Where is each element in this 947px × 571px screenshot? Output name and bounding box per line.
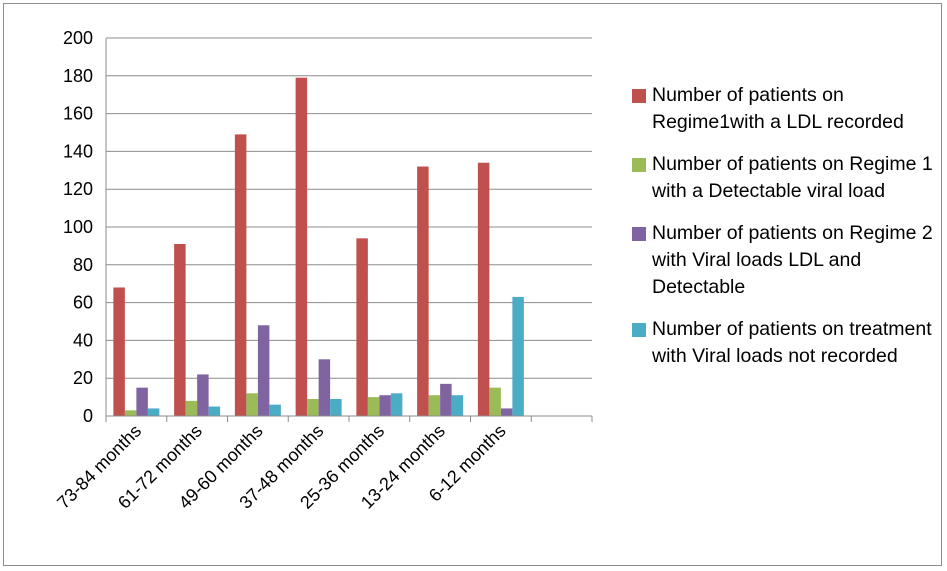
bar-series-1-7 bbox=[477, 162, 490, 416]
bar-series-2-2 bbox=[185, 400, 198, 416]
legend-label-series-1: Number of patients on Regime1with a LDL … bbox=[652, 84, 904, 133]
bar-series-2-4 bbox=[307, 398, 319, 416]
chart-legend: Number of patients on Regime1with a LDL … bbox=[632, 82, 937, 385]
legend-swatch-series-4 bbox=[632, 323, 646, 337]
bar-series-1-6 bbox=[417, 166, 429, 416]
y-tick-label: 200 bbox=[63, 28, 93, 48]
bar-series-2-5 bbox=[367, 397, 380, 416]
legend-swatch-series-1 bbox=[632, 89, 646, 103]
y-tick-label: 120 bbox=[63, 179, 93, 199]
bar-series-4-2 bbox=[208, 406, 221, 416]
y-tick-label: 160 bbox=[63, 104, 93, 124]
bar-series-4-6 bbox=[451, 395, 464, 416]
bar-series-4-7 bbox=[512, 296, 524, 416]
bar-series-2-3 bbox=[246, 393, 258, 416]
bar-series-1-1 bbox=[113, 287, 125, 416]
chart-frame bbox=[3, 3, 942, 566]
legend-item-series-2: Number of patients on Regime 1 with a De… bbox=[632, 151, 937, 205]
bar-series-2-7 bbox=[489, 387, 501, 416]
legend-item-series-1: Number of patients on Regime1with a LDL … bbox=[632, 82, 937, 136]
legend-swatch-series-3 bbox=[632, 227, 646, 241]
bar-series-3-2 bbox=[197, 374, 209, 416]
bar-series-3-3 bbox=[257, 325, 270, 416]
bar-series-3-1 bbox=[136, 387, 148, 416]
bar-series-1-3 bbox=[234, 134, 247, 416]
y-tick-label: 80 bbox=[73, 255, 93, 275]
y-tick-label: 20 bbox=[73, 368, 93, 388]
bar-series-1-2 bbox=[174, 244, 186, 416]
bar-series-2-1 bbox=[124, 410, 137, 416]
bar-series-2-6 bbox=[428, 395, 441, 416]
y-tick-label: 60 bbox=[73, 293, 93, 313]
y-tick-label: 180 bbox=[63, 66, 93, 86]
bar-series-4-4 bbox=[330, 398, 342, 416]
y-tick-label: 0 bbox=[83, 406, 93, 426]
bar-series-3-7 bbox=[500, 408, 513, 416]
bar-series-4-1 bbox=[147, 408, 160, 416]
bar-series-3-4 bbox=[318, 359, 331, 416]
y-tick-label: 100 bbox=[63, 217, 93, 237]
legend-label-series-3: Number of patients on Regime 2 with Vira… bbox=[652, 222, 933, 298]
bar-series-1-4 bbox=[295, 77, 308, 416]
legend-label-series-4: Number of patients on treatment with Vir… bbox=[652, 318, 932, 367]
legend-label-series-2: Number of patients on Regime 1 with a De… bbox=[652, 153, 933, 202]
bar-series-3-6 bbox=[440, 383, 452, 416]
y-tick-label: 140 bbox=[63, 141, 93, 161]
y-tick-label: 40 bbox=[73, 330, 93, 350]
bar-series-4-3 bbox=[269, 404, 281, 416]
bar-series-3-5 bbox=[379, 395, 391, 416]
legend-swatch-series-2 bbox=[632, 158, 646, 172]
bar-series-1-5 bbox=[356, 238, 368, 416]
bar-series-4-5 bbox=[390, 393, 403, 416]
legend-item-series-3: Number of patients on Regime 2 with Vira… bbox=[632, 220, 937, 301]
legend-item-series-4: Number of patients on treatment with Vir… bbox=[632, 316, 937, 370]
